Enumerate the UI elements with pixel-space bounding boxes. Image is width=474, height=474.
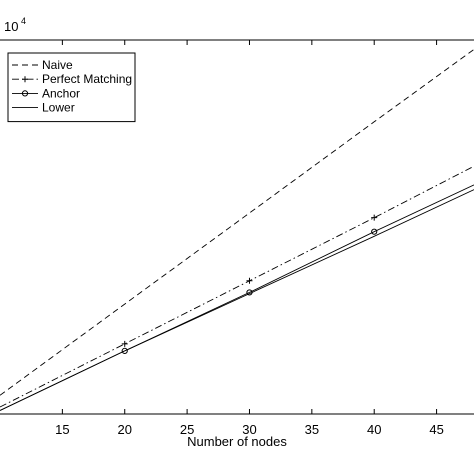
x-ticks: 15 20 25 30 35 40 45 <box>55 40 444 437</box>
plot-frame <box>0 39 474 415</box>
data-point-anchor <box>121 347 128 354</box>
series-layer <box>0 49 474 411</box>
data-point-perfect-matching <box>371 214 378 221</box>
x-tick-label: 40 <box>367 422 381 437</box>
x-tick-label: 20 <box>118 422 132 437</box>
legend-marker-anchor <box>21 90 29 97</box>
legend-label-naive: Naive <box>42 58 73 72</box>
legend-box <box>7 52 136 123</box>
x-tick-label: 25 <box>180 422 194 437</box>
legend-marker-perfect-matching <box>22 76 28 83</box>
legend-label-anchor: Anchor <box>42 86 80 100</box>
x-tick-label: 35 <box>305 422 319 437</box>
legend-label-lower: Lower <box>42 101 75 115</box>
data-point-perfect-matching <box>121 340 128 347</box>
y-exponent-label: 10 <box>4 19 18 34</box>
series-line-naive <box>0 49 474 396</box>
data-point-perfect-matching <box>246 277 253 284</box>
y-exponent-power: 4 <box>21 16 26 26</box>
legend-label-perfect-matching: Perfect Matching <box>42 72 132 86</box>
x-tick-label: 45 <box>429 422 443 437</box>
x-tick-label: 30 <box>242 422 256 437</box>
x-tick-label: 15 <box>55 422 69 437</box>
x-axis-title: Number of nodes <box>187 434 287 449</box>
data-point-anchor <box>371 228 378 235</box>
series-line-lower <box>0 189 474 411</box>
